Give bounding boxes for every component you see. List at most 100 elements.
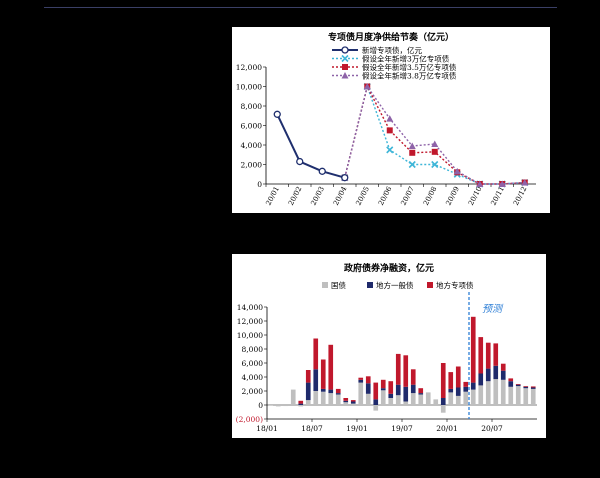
chart2-bar-segment [508, 386, 514, 405]
chart2-bar-segment [440, 398, 446, 405]
top-divider-line [44, 7, 557, 8]
chart1-title: 专项债月度净供给节奏（亿元） [328, 31, 454, 43]
chart2-bar-segment [470, 382, 476, 390]
chart2-x-tick-label: 19/07 [391, 424, 413, 433]
chart2-bar-segment [470, 316, 476, 383]
chart2-bar-segment [485, 368, 491, 382]
chart2-bar-segment [500, 370, 506, 380]
chart2-bar-segment [485, 381, 491, 405]
chart2-bar-segment [455, 395, 461, 405]
chart2-legend-swatch [427, 282, 433, 288]
chart2-bar-segment [350, 403, 356, 405]
chart2-bar-segment [313, 338, 319, 370]
chart2-bar-segment [350, 401, 356, 404]
chart1-legend: 新增专项债，亿元假设全年新增3万亿专项债假设全年新增3.5万亿专项债假设全年新增… [332, 45, 457, 81]
chart2-y-tick-label: (2,000) [236, 415, 263, 424]
chart1-series-line [344, 84, 525, 185]
chart1-y-tick-label: 10,000 [236, 83, 262, 92]
chart2-bar-segment [523, 386, 529, 387]
chart1-x-tick-label: 20/12 [512, 185, 529, 207]
chart2-bar-segment [365, 376, 371, 384]
chart1-x-tick-label: 20/07 [399, 185, 416, 207]
chart2-bar-segment [283, 405, 289, 407]
chart2-y-tick-label: 12,000 [237, 317, 263, 326]
chart2-bar-segment [508, 378, 514, 382]
chart1-x-tick-label: 20/09 [444, 185, 461, 207]
chart2-x-tick-label: 20/01 [436, 424, 458, 433]
chart2-bar-segment [373, 382, 379, 400]
chart2-bar-segment [290, 389, 296, 405]
chart2-bar-segment [478, 337, 484, 374]
chart2-forecast-label: 预测 [482, 303, 504, 315]
chart2-legend-label: 地方一般债 [376, 280, 414, 290]
chart2-bar-segment [350, 400, 356, 402]
chart2-x-tick-label: 20/07 [481, 424, 503, 433]
chart2-bar-segment [268, 405, 274, 406]
chart1-legend-label: 假设全年新增3.5万亿专项债 [362, 62, 457, 72]
chart2-bar-segment [433, 399, 439, 405]
chart2-bar-segment [358, 379, 364, 383]
chart1-y-tick-label: 0 [257, 180, 262, 189]
chart2-bar-segment [463, 386, 469, 392]
chart1-data-point [386, 115, 394, 122]
chart1-legend-marker [341, 54, 349, 63]
chart1-y-tick-label: 12,000 [236, 63, 262, 72]
chart2-bar-segment [523, 386, 529, 389]
chart2-bar-segment [440, 363, 446, 398]
chart2-bar-segment [305, 400, 311, 405]
chart2-bar-segment [493, 379, 499, 405]
chart1-data-point [431, 160, 439, 169]
chart2-y-tick-label: 2,000 [242, 387, 264, 396]
chart2-legend-label: 国债 [331, 280, 346, 290]
chart1-x-tick-label: 20/08 [422, 185, 439, 207]
chart1-data-point [431, 140, 439, 148]
chart2-bar-segment [515, 386, 521, 405]
chart2-bar-segment [470, 389, 476, 405]
chart1-data-point [453, 167, 461, 175]
chart2-bar-segment [493, 365, 499, 380]
chart1-legend-marker [342, 64, 348, 70]
chart2-bar-segment [455, 366, 461, 388]
chart2-x-tick-label: 18/07 [301, 424, 323, 433]
chart2-bar-segment [500, 363, 506, 371]
chart2-bar-segment [298, 403, 304, 405]
chart2-bar-segment [343, 402, 349, 405]
chart2-x-tick-label: 19/01 [346, 424, 368, 433]
chart2-legend: 国债 地方一般债 地方专项债 [322, 280, 474, 290]
chart2-bar-segment [448, 388, 454, 393]
chart2-bar-segment [403, 401, 409, 405]
chart2-bar-segment [305, 370, 311, 383]
chart1-data-point [363, 83, 371, 90]
chart2-bar-segment [530, 387, 536, 389]
chart2-bar-segment [298, 405, 304, 407]
chart2-bar-segment [388, 398, 394, 405]
chart2-bar-segment [343, 398, 349, 401]
chart2-bar-segment [395, 384, 401, 396]
chart2-bar-segment [365, 393, 371, 405]
chart2-bar-segment [418, 394, 424, 405]
chart1-y-tick-label: 8,000 [241, 102, 263, 111]
chart2-legend-label: 地方专项债 [436, 280, 474, 290]
chart1-y-tick-label: 6,000 [241, 122, 263, 131]
chart1-data-point [386, 127, 393, 134]
chart1-data-point [431, 148, 438, 155]
chart1-x-tick-label: 20/06 [377, 185, 394, 207]
chart2-bar-segment [358, 382, 364, 405]
chart1-y-tick-label: 4,000 [241, 141, 263, 150]
chart2-bar-segment [320, 359, 326, 389]
chart2-bar-segment [515, 384, 521, 385]
chart1-data-point [476, 180, 484, 187]
chart1-x-tick-label: 20/03 [309, 185, 326, 207]
chart2-bar-segment [403, 386, 409, 402]
chart2-bar-segment [328, 389, 334, 394]
chart1-x-tick-label: 20/10 [467, 185, 484, 207]
chart2-bar-segment [440, 405, 446, 413]
chart2-bar-segment [380, 379, 386, 389]
chart2-bar-segment [335, 393, 341, 395]
chart2-bar-segment [388, 393, 394, 398]
chart1-x-tick-label: 20/02 [287, 185, 304, 207]
chart2-bar-segment [455, 387, 461, 396]
chart2-y-tick-label: 4,000 [242, 373, 264, 382]
chart1-data-point [273, 110, 281, 118]
chart2-legend-swatch [367, 282, 373, 288]
